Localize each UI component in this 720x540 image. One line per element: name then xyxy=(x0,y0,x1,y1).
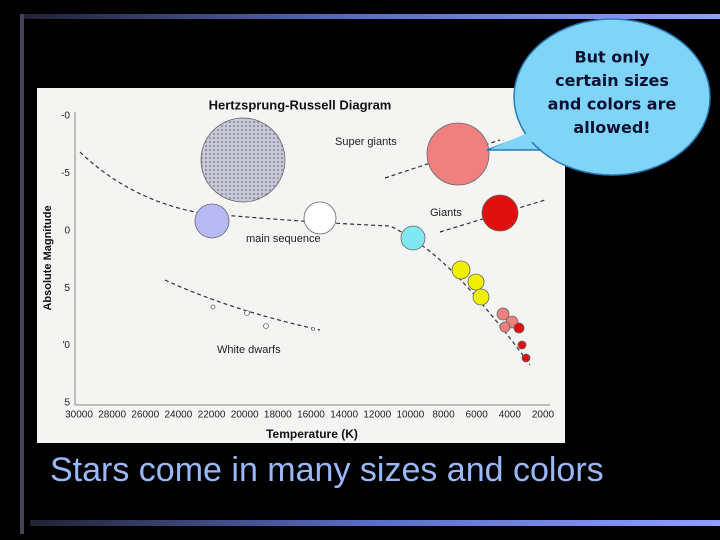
y-tick-label: -0 xyxy=(61,111,70,122)
bubble-text: certain sizes xyxy=(555,71,669,90)
x-tick-label: 28000 xyxy=(98,410,126,421)
y-label: Absolute Magnitude xyxy=(42,205,54,310)
bubble-text: and colors are xyxy=(548,95,677,114)
speech-bubble xyxy=(486,18,711,176)
x-tick-label: 8000 xyxy=(432,410,455,421)
x-tick-label: 6000 xyxy=(466,410,489,421)
x-tick-label: 16000 xyxy=(297,410,325,421)
y-tick-label: 5 xyxy=(64,398,70,409)
left-border xyxy=(20,14,24,534)
stars xyxy=(194,117,531,363)
x-tick-label: 2000 xyxy=(532,410,555,421)
bubble-text: But only xyxy=(574,48,650,67)
x-tick-label: 30000 xyxy=(65,410,93,421)
x-tick-label: 20000 xyxy=(231,410,259,421)
x-tick-label: 14000 xyxy=(330,410,358,421)
annotation: main sequence xyxy=(246,233,321,245)
x-tick-label: 12000 xyxy=(363,410,391,421)
slide-caption: Stars come in many sizes and colors xyxy=(50,451,604,489)
x-label: Temperature (K) xyxy=(266,427,358,441)
top-border xyxy=(20,14,720,19)
x-tick-label: 4000 xyxy=(499,410,522,421)
annotation: Super giants xyxy=(335,136,397,148)
y-tick-label: -5 xyxy=(61,168,70,179)
x-tick-label: 10000 xyxy=(396,410,424,421)
x-tick-label: 18000 xyxy=(264,410,292,421)
y-tick-label: '0 xyxy=(63,340,71,351)
annotation: White dwarfs xyxy=(217,344,281,356)
diagram-title: Hertzsprung-Russell Diagram xyxy=(209,97,392,112)
x-tick-label: 24000 xyxy=(165,410,193,421)
x-tick-label: 22000 xyxy=(198,410,226,421)
y-tick-label: 0 xyxy=(64,225,70,236)
bubble-text: allowed! xyxy=(573,118,650,137)
y-tick-label: 5 xyxy=(64,283,70,294)
bottom-border xyxy=(30,520,720,526)
x-tick-label: 26000 xyxy=(131,410,159,421)
annotation: Giants xyxy=(430,207,462,219)
